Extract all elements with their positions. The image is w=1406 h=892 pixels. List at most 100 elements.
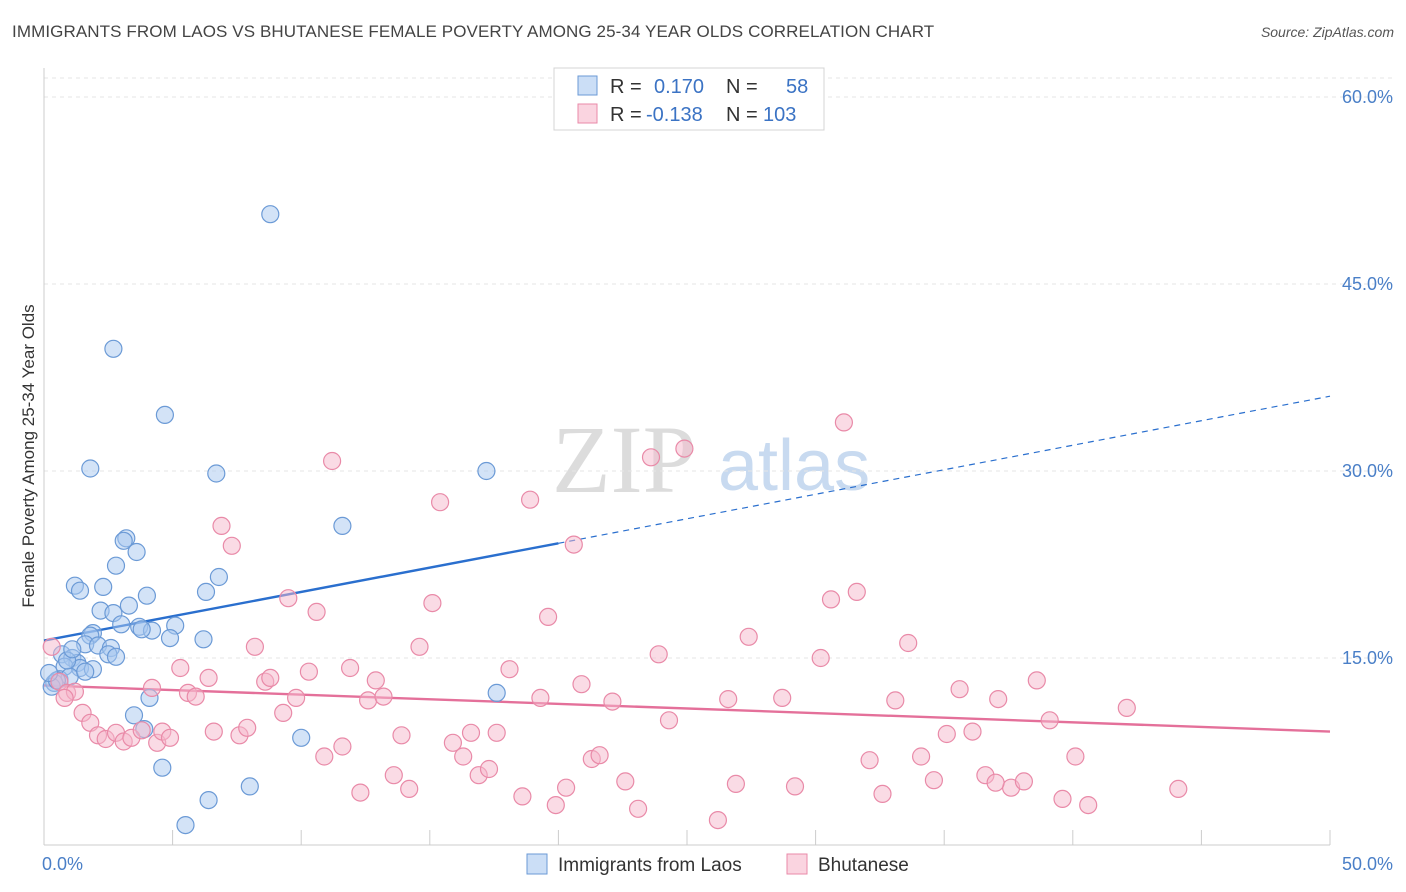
scatter-point-bhutanese — [641, 448, 661, 467]
bottom-legend-swatch-laos[interactable] — [526, 853, 548, 875]
trend-line-laos-extension — [558, 395, 1331, 544]
scatter-point-laos — [119, 596, 138, 615]
scatter-point-laos — [124, 706, 144, 725]
legend-n-label-bhutanese: N = — [726, 104, 758, 126]
scatter-point-bhutanese — [531, 688, 550, 708]
bottom-legend-label-laos[interactable]: Immigrants from Laos — [558, 855, 742, 876]
scatter-point-bhutanese — [1053, 789, 1072, 809]
scatter-point-bhutanese — [410, 637, 429, 656]
scatter-point-bhutanese — [659, 711, 679, 730]
scatter-point-bhutanese — [860, 751, 879, 770]
scatter-point-laos — [176, 815, 195, 835]
legend-r-label-laos: R = — [610, 76, 642, 98]
scatter-point-bhutanese — [366, 671, 385, 690]
scatter-point-bhutanese — [487, 723, 506, 742]
x-tick-label: 50.0% — [1342, 854, 1393, 874]
scatter-point-bhutanese — [950, 680, 969, 699]
scatter-point-bhutanese — [42, 637, 61, 656]
scatter-point-bhutanese — [307, 602, 326, 622]
scatter-point-bhutanese — [479, 759, 499, 779]
scatter-point-bhutanese — [274, 703, 293, 723]
scatter-point-bhutanese — [359, 691, 378, 710]
scatter-point-laos — [477, 461, 496, 481]
scatter-point-bhutanese — [911, 747, 931, 766]
bottom-legend-swatch-bhutanese[interactable] — [786, 853, 808, 875]
scatter-point-laos — [106, 647, 126, 666]
scatter-point-bhutanese — [222, 536, 241, 555]
scatter-point-bhutanese — [520, 490, 540, 509]
scatter-point-bhutanese — [1079, 795, 1098, 815]
bottom-legend-label-bhutanese[interactable]: Bhutanese — [818, 855, 909, 876]
scatter-point-bhutanese — [538, 607, 558, 627]
scatter-point-bhutanese — [199, 668, 218, 688]
legend-n-label-laos: N = — [726, 76, 758, 98]
scatter-point-bhutanese — [899, 633, 918, 653]
scatter-point-bhutanese — [341, 658, 360, 678]
scatter-point-bhutanese — [821, 590, 841, 609]
scatter-point-bhutanese — [461, 723, 481, 742]
scatter-point-laos — [196, 582, 216, 602]
scatter-point-bhutanese — [315, 747, 334, 766]
scatter-point-laos — [487, 683, 506, 703]
scatter-point-bhutanese — [1040, 711, 1059, 730]
scatter-point-laos — [199, 790, 218, 810]
scatter-point-laos — [104, 339, 123, 358]
scatter-point-bhutanese — [245, 637, 264, 656]
axis-layer: 15.0% 30.0% 45.0% 60.0% 0.0% 50.0% — [42, 68, 1393, 874]
y-tick-label: 30.0% — [1342, 461, 1393, 481]
scatter-point-bhutanese — [443, 733, 462, 752]
scatter-point-laos — [155, 405, 174, 424]
scatter-point-bhutanese — [873, 784, 892, 804]
scatter-point-laos — [160, 628, 180, 648]
scatter-point-bhutanese — [986, 773, 1005, 792]
x-tick-label: 0.0% — [42, 854, 83, 874]
scatter-point-bhutanese — [351, 783, 370, 802]
legend-r-value-bhutanese: -0.138 — [646, 104, 703, 126]
scatter-point-bhutanese — [1014, 772, 1034, 791]
scatter-point-bhutanese — [937, 724, 956, 744]
scatter-point-bhutanese — [142, 678, 162, 698]
scatter-point-laos — [63, 640, 82, 659]
scatter-point-bhutanese — [1027, 671, 1046, 690]
y-tick-label: 60.0% — [1342, 87, 1393, 107]
scatter-point-bhutanese — [431, 493, 450, 512]
scatter-point-bhutanese — [1169, 779, 1188, 799]
scatter-point-laos — [70, 581, 90, 600]
scatter-point-bhutanese — [708, 810, 728, 830]
scatter-point-bhutanese — [454, 747, 473, 766]
scatter-point-bhutanese — [55, 688, 74, 708]
scatter-point-bhutanese — [160, 728, 180, 747]
scatter-point-laos — [112, 615, 131, 634]
grid-layer — [44, 77, 1392, 659]
point-layer — [39, 205, 1188, 835]
scatter-point-bhutanese — [739, 627, 758, 646]
scatter-point-bhutanese — [924, 771, 944, 790]
scatter-point-laos — [132, 620, 151, 639]
scatter-point-bhutanese — [374, 687, 393, 706]
scatter-point-bhutanese — [726, 774, 746, 794]
scatter-point-bhutanese — [513, 787, 532, 806]
scatter-point-laos — [292, 728, 311, 747]
scatter-point-bhutanese — [423, 593, 442, 613]
scatter-point-bhutanese — [299, 662, 318, 681]
scatter-point-bhutanese — [1066, 747, 1085, 766]
chart-title: IMMIGRANTS FROM LAOS VS BHUTANESE FEMALE… — [12, 22, 935, 41]
scatter-point-bhutanese — [556, 778, 576, 797]
y-tick-label: 45.0% — [1342, 274, 1393, 294]
scatter-point-laos — [76, 662, 95, 681]
scatter-point-bhutanese — [564, 535, 583, 554]
scatter-point-bhutanese — [719, 689, 738, 709]
scatter-point-laos — [94, 577, 113, 597]
scatter-point-laos — [106, 556, 126, 575]
scatter-point-bhutanese — [603, 692, 622, 711]
scatter-point-bhutanese — [675, 439, 694, 458]
scatter-point-laos — [137, 586, 156, 605]
scatter-point-bhutanese — [323, 451, 342, 471]
scatter-point-bhutanese — [989, 689, 1008, 709]
scatter-point-bhutanese — [546, 795, 565, 815]
scatter-point-bhutanese — [384, 766, 403, 785]
scatter-point-bhutanese — [649, 645, 668, 664]
legend-r-value-laos: 0.170 — [654, 76, 704, 98]
scatter-point-laos — [114, 531, 133, 550]
bottom-legend[interactable]: Immigrants from Laos Bhutanese — [526, 853, 909, 876]
